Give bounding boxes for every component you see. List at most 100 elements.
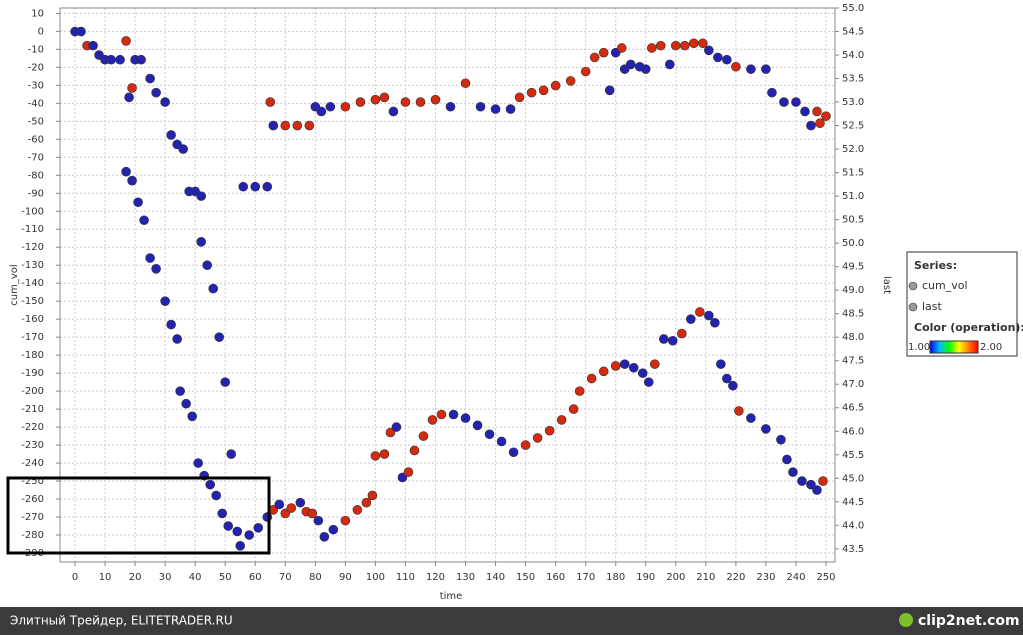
footer-logo bbox=[899, 613, 913, 627]
point bbox=[427, 415, 438, 425]
point bbox=[812, 106, 822, 117]
point bbox=[508, 447, 519, 458]
x-tick-label: 120 bbox=[426, 572, 445, 583]
legend-marker bbox=[908, 281, 918, 291]
point bbox=[598, 47, 609, 58]
point bbox=[818, 476, 828, 486]
point bbox=[689, 38, 699, 49]
point bbox=[280, 120, 291, 131]
point bbox=[160, 296, 170, 306]
y-tick-label: -200 bbox=[21, 386, 44, 397]
point bbox=[821, 111, 831, 121]
legend-marker bbox=[908, 302, 918, 312]
point bbox=[589, 52, 600, 63]
y-tick-label: -130 bbox=[21, 260, 44, 271]
point bbox=[193, 458, 203, 468]
point bbox=[217, 508, 228, 519]
y-tick-label: -230 bbox=[21, 440, 44, 451]
point bbox=[208, 283, 218, 294]
point bbox=[646, 43, 657, 53]
point bbox=[220, 377, 231, 387]
y-tick-label: 0 bbox=[38, 26, 44, 37]
point bbox=[244, 530, 255, 540]
y2-tick-label: 53.0 bbox=[842, 97, 864, 108]
point bbox=[379, 92, 390, 103]
point bbox=[445, 101, 456, 112]
y-tick-label: -120 bbox=[21, 242, 44, 253]
point bbox=[367, 490, 378, 501]
point bbox=[722, 54, 732, 65]
x-tick-label: 130 bbox=[456, 572, 475, 583]
point bbox=[325, 101, 336, 112]
point bbox=[556, 415, 567, 425]
point bbox=[361, 497, 372, 508]
x-tick-label: 40 bbox=[189, 572, 202, 583]
plot-frame bbox=[59, 7, 836, 563]
y2-tick-label: 51.0 bbox=[842, 191, 864, 202]
point bbox=[526, 87, 537, 98]
y-tick-label: -250 bbox=[21, 476, 44, 487]
y2-tick-label: 49.5 bbox=[842, 262, 864, 273]
point bbox=[538, 85, 549, 96]
x-tick-label: 100 bbox=[366, 572, 385, 583]
point bbox=[460, 78, 471, 89]
y-tick-label: -110 bbox=[21, 224, 44, 235]
point bbox=[643, 377, 654, 387]
y-axis-label: cum_vol bbox=[9, 264, 20, 305]
x-tick-label: 200 bbox=[666, 572, 685, 583]
point bbox=[292, 120, 303, 131]
point bbox=[610, 361, 621, 371]
point bbox=[619, 359, 630, 369]
point bbox=[767, 87, 777, 98]
color-title: Color (operation): bbox=[914, 321, 1023, 334]
point bbox=[328, 524, 339, 535]
point bbox=[181, 398, 191, 409]
point bbox=[313, 515, 324, 526]
y-tick-label: -150 bbox=[21, 296, 44, 307]
point bbox=[172, 334, 182, 344]
y2-tick-label: 49.0 bbox=[842, 285, 864, 296]
y-tick-label: -140 bbox=[21, 278, 44, 289]
point bbox=[746, 413, 756, 423]
point bbox=[704, 45, 714, 56]
point bbox=[460, 413, 471, 423]
point bbox=[340, 101, 351, 112]
y-tick-label: -100 bbox=[21, 206, 44, 217]
point bbox=[250, 181, 261, 192]
point bbox=[160, 97, 170, 107]
y2-tick-label: 48.5 bbox=[842, 309, 864, 320]
point bbox=[598, 366, 609, 377]
x-tick-label: 240 bbox=[786, 572, 805, 583]
point bbox=[226, 449, 237, 459]
point bbox=[370, 451, 381, 461]
y2-tick-label: 47.5 bbox=[842, 356, 864, 367]
point bbox=[520, 440, 531, 450]
point bbox=[136, 54, 146, 65]
point bbox=[568, 404, 579, 414]
point bbox=[604, 85, 615, 96]
point bbox=[124, 92, 134, 103]
x-tick-label: 0 bbox=[72, 572, 78, 583]
y-tick-label: -160 bbox=[21, 314, 44, 325]
y-tick-label: -70 bbox=[28, 152, 44, 163]
point bbox=[280, 508, 291, 519]
point bbox=[340, 515, 351, 526]
point bbox=[235, 541, 246, 551]
footer-brand: clip2net.com bbox=[918, 613, 1020, 629]
y2-tick-label: 45.5 bbox=[842, 450, 864, 461]
y-tick-label: -10 bbox=[28, 44, 44, 55]
point bbox=[514, 92, 525, 103]
point bbox=[355, 97, 366, 107]
y-tick-label: -50 bbox=[28, 116, 44, 127]
point bbox=[716, 359, 726, 369]
y-tick-label: -90 bbox=[28, 188, 44, 199]
y2-tick-label: 46.0 bbox=[842, 426, 864, 437]
point bbox=[88, 40, 98, 51]
point bbox=[127, 83, 137, 93]
x-tick-label: 230 bbox=[756, 572, 775, 583]
point bbox=[76, 26, 86, 37]
y2-tick-label: 44.0 bbox=[842, 520, 864, 531]
point bbox=[418, 431, 429, 441]
point bbox=[625, 59, 636, 70]
